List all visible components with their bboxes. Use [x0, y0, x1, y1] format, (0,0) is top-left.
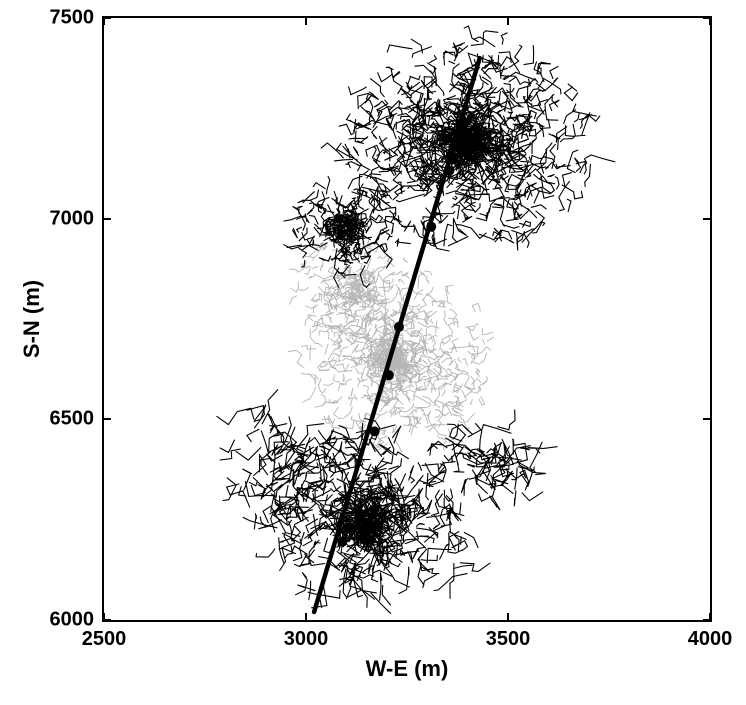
- well-stage-marker: [370, 426, 380, 436]
- x-tick-mark: [507, 18, 509, 25]
- well-stage-marker: [459, 117, 469, 127]
- well-stage-marker: [453, 135, 463, 145]
- well-trajectory-layer: [104, 18, 710, 620]
- plot-area: [102, 16, 712, 622]
- y-tick-label: 7500: [50, 7, 95, 30]
- y-tick-mark: [104, 218, 111, 220]
- well-stage-marker: [448, 153, 458, 163]
- figure: W-E (m) S-N (m) 250030003500400060006500…: [0, 0, 746, 705]
- x-axis-label: W-E (m): [366, 656, 449, 682]
- well-stage-marker: [394, 322, 404, 332]
- y-tick-mark: [703, 218, 710, 220]
- y-tick-mark: [703, 418, 710, 420]
- y-tick-label: 6000: [50, 609, 95, 632]
- x-tick-label: 3000: [284, 628, 329, 651]
- y-tick-mark: [104, 619, 111, 621]
- x-tick-mark: [709, 18, 711, 25]
- well-stage-marker: [337, 537, 347, 547]
- y-tick-label: 7000: [50, 207, 95, 230]
- y-tick-mark: [703, 619, 710, 621]
- x-tick-label: 3500: [486, 628, 531, 651]
- well-stage-marker: [444, 166, 454, 176]
- x-tick-mark: [507, 613, 509, 620]
- x-tick-mark: [305, 18, 307, 25]
- x-tick-label: 4000: [688, 628, 733, 651]
- y-tick-label: 6500: [50, 408, 95, 431]
- x-tick-mark: [103, 18, 105, 25]
- y-tick-mark: [703, 17, 710, 19]
- x-tick-mark: [305, 613, 307, 620]
- well-stage-marker: [426, 222, 436, 232]
- y-axis-label: S-N (m): [19, 280, 45, 358]
- well-stage-marker: [384, 370, 394, 380]
- y-tick-mark: [104, 17, 111, 19]
- well-stage-marker: [343, 523, 353, 533]
- y-tick-mark: [104, 418, 111, 420]
